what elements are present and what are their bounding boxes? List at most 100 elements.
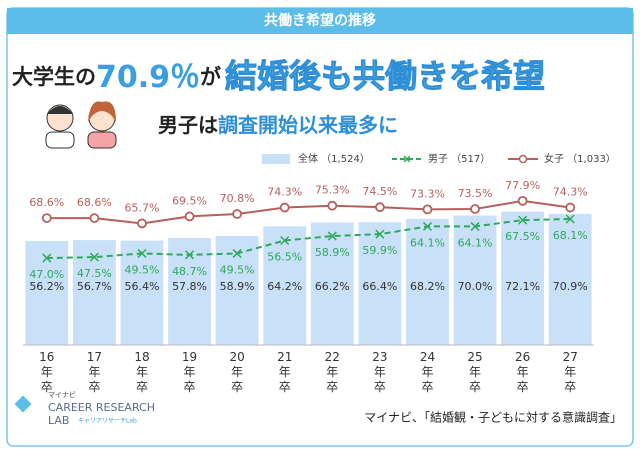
- line-marker: [565, 214, 575, 224]
- line-label: 68.6%: [77, 196, 112, 209]
- line: [46, 199, 571, 225]
- bar: [548, 213, 592, 345]
- line-marker: [89, 213, 100, 223]
- line-label: 47.5%: [77, 267, 112, 280]
- bar: [501, 211, 545, 345]
- header-bar: [7, 8, 633, 34]
- bar: [310, 222, 354, 345]
- headline-highlight: 70.9％: [96, 60, 200, 95]
- bar-label: 68.2%: [410, 280, 445, 293]
- line-label: 69.5%: [172, 194, 207, 207]
- x-tick-label: 25年卒: [467, 350, 483, 394]
- bar-label: 66.4%: [362, 280, 397, 293]
- line-label: 64.1%: [458, 236, 493, 249]
- line-label: 77.9%: [505, 179, 540, 192]
- line-marker: [565, 202, 576, 213]
- line-label: 56.5%: [267, 250, 302, 263]
- line-marker: [232, 209, 243, 219]
- headline-text: 大学生の: [12, 65, 96, 89]
- logo: マイナビ CAREER RESEARCH LAB キャリアリサーチLab: [14, 390, 155, 427]
- legend-marker: [403, 155, 411, 163]
- x-tick-label: 17年卒: [86, 350, 103, 394]
- line-label: 75.3%: [315, 184, 350, 197]
- legend-swatch: [262, 154, 290, 164]
- x-tick-label: 16年卒: [39, 350, 55, 394]
- bar-label: 64.2%: [267, 280, 302, 293]
- legend-label: 女子 （1,033）: [544, 152, 616, 165]
- line-label: 47.0%: [29, 268, 64, 281]
- line-marker: [327, 200, 338, 211]
- line-marker: [137, 248, 147, 258]
- bar: [263, 226, 307, 345]
- bar: [453, 215, 497, 345]
- x-tick-label: 21年卒: [277, 350, 293, 394]
- line-label: 68.1%: [553, 229, 588, 242]
- bar: [358, 222, 402, 345]
- logo-line1: CAREER RESEARCH: [48, 401, 155, 414]
- headline-text: が: [200, 65, 221, 89]
- line-marker: [518, 215, 528, 225]
- line-marker: [470, 204, 480, 214]
- line-label: 68.6%: [29, 196, 64, 209]
- line-label: 74.3%: [267, 186, 302, 199]
- bar: [406, 218, 449, 345]
- bar: [25, 241, 69, 345]
- illustration: [45, 101, 117, 149]
- bar-label: 56.4%: [124, 280, 159, 293]
- line-label: 59.9%: [362, 244, 397, 257]
- logo-sub: キャリアリサーチLab: [78, 418, 137, 425]
- legend-label: 全体 （1,524）: [298, 152, 370, 165]
- x-tick-label: 23年卒: [372, 350, 388, 394]
- line-marker: [279, 202, 290, 213]
- legend-marker: [518, 154, 528, 164]
- bar-label: 56.7%: [77, 280, 112, 293]
- x-tick-label: 27年卒: [562, 350, 578, 394]
- line-label: 73.3%: [410, 187, 445, 200]
- line-marker: [470, 221, 480, 231]
- line-label: 67.5%: [505, 230, 540, 243]
- bar-label: 56.2%: [29, 280, 64, 293]
- line-label: 58.9%: [315, 246, 350, 259]
- bar-label: 70.9%: [553, 280, 588, 293]
- subheadline-text: 男子は: [158, 113, 218, 137]
- bar-label: 70.0%: [458, 280, 493, 293]
- line-marker: [185, 250, 195, 260]
- line-marker: [184, 211, 195, 222]
- subheadline: 男子は調査開始以来最多に: [158, 113, 398, 137]
- x-tick-label: 24年卒: [419, 350, 436, 394]
- line-marker: [232, 248, 242, 258]
- x-tick-label: 20年卒: [229, 350, 245, 394]
- x-tick-label: 26年卒: [514, 350, 531, 394]
- line-label: 73.5%: [458, 187, 493, 200]
- x-tick-label: 22年卒: [324, 350, 340, 394]
- line-label: 49.5%: [124, 263, 159, 276]
- line-marker: [422, 221, 432, 231]
- source: マイナビ、「結婚観・子どもに対する意識調査」: [364, 410, 622, 425]
- line-label: 49.5%: [220, 263, 255, 276]
- bar-label: 58.9%: [220, 280, 255, 293]
- line-marker: [517, 195, 528, 206]
- headline: 大学生の70.9％が 結婚後も共働きを希望: [12, 57, 545, 95]
- line-label: 74.3%: [553, 186, 588, 199]
- line-label: 48.7%: [172, 265, 207, 278]
- x-tick-label: 18年卒: [134, 350, 150, 394]
- line-marker: [280, 235, 290, 246]
- line-label: 74.5%: [362, 185, 397, 198]
- line-marker: [375, 229, 385, 239]
- line: [46, 218, 571, 260]
- line-label: 65.7%: [124, 201, 159, 214]
- bar-label: 57.8%: [172, 280, 207, 293]
- bar: [120, 240, 164, 345]
- line-marker: [327, 231, 337, 241]
- logo-line2: LAB: [48, 414, 69, 427]
- line-marker: [42, 253, 52, 263]
- line-marker: [137, 218, 147, 229]
- header-title: 共働き希望の推移: [264, 12, 376, 29]
- bar-label: 66.2%: [315, 280, 350, 293]
- line-marker: [89, 252, 99, 262]
- logo-brand: マイナビ: [48, 390, 76, 399]
- line-marker: [374, 202, 385, 213]
- bar-label: 72.1%: [505, 280, 540, 293]
